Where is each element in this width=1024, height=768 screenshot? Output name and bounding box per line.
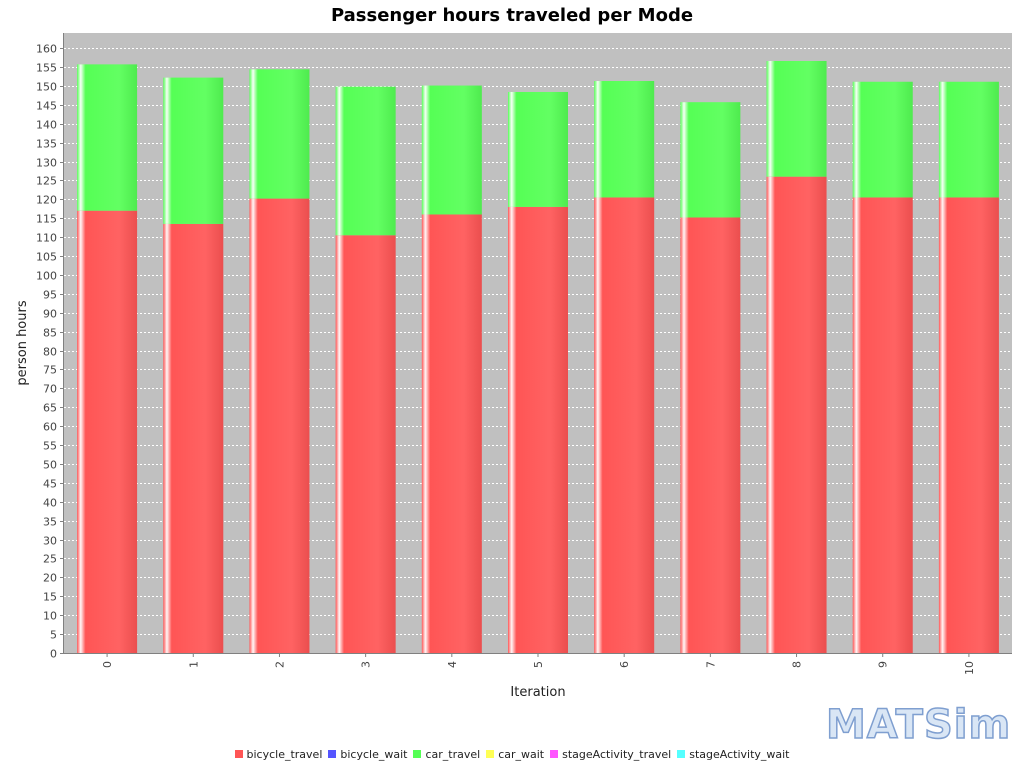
legend-label: stageActivity_wait (689, 748, 790, 761)
y-tick-label: 60 (43, 421, 57, 434)
legend-item: bicycle_travel (234, 748, 323, 761)
chart-title: Passenger hours traveled per Mode (331, 5, 693, 26)
bar-gloss (852, 81, 913, 198)
legend-label: stageActivity_travel (562, 748, 672, 761)
x-tick-label: 5 (532, 661, 545, 668)
bar-gloss (680, 217, 741, 654)
bar-gloss (594, 197, 655, 653)
bar-gloss (938, 197, 999, 653)
legend-label: car_wait (498, 748, 545, 761)
bar-gloss (163, 77, 224, 224)
y-tick-label: 105 (36, 251, 57, 264)
bar-gloss (77, 210, 138, 653)
y-ticks: 0 5 10 15 20 25 30 35 40 45 50 55 60 65 70 75 80 85 90 95 10… (36, 43, 64, 661)
y-tick-label: 20 (43, 572, 57, 585)
x-tick-label: 9 (877, 661, 890, 668)
y-tick-label: 125 (36, 175, 57, 188)
legend-item: stageActivity_travel (550, 748, 671, 761)
y-tick-label: 25 (43, 553, 57, 566)
y-tick-label: 40 (43, 497, 57, 510)
x-tick-label: 8 (791, 661, 804, 668)
bars (77, 60, 999, 654)
legend-swatch (413, 750, 422, 758)
y-tick-label: 145 (36, 100, 57, 113)
bar-gloss (421, 85, 482, 215)
y-tick-label: 135 (36, 138, 57, 151)
y-tick-label: 15 (43, 591, 57, 604)
bar-gloss (335, 86, 396, 236)
y-tick-label: 120 (36, 194, 57, 207)
bar-gloss (594, 81, 655, 198)
y-axis-label: person hours (15, 300, 30, 385)
x-tick-label: 7 (704, 661, 717, 668)
y-tick-label: 100 (36, 270, 57, 283)
x-tick-label: 0 (101, 661, 114, 668)
bar-gloss (938, 81, 999, 198)
y-tick-label: 10 (43, 610, 57, 623)
legend-label: bicycle_wait (340, 748, 408, 761)
y-tick-label: 50 (43, 459, 57, 472)
legend-swatch (486, 750, 495, 758)
y-tick-label: 55 (43, 440, 57, 453)
bar-gloss (508, 206, 568, 653)
bar-gloss (249, 198, 310, 653)
y-tick-label: 45 (43, 478, 57, 491)
legend-swatch (234, 750, 243, 758)
legend-item: car_travel (413, 748, 480, 761)
matsim-logo: MATSim (825, 701, 1012, 749)
bar-gloss (680, 102, 741, 218)
bar-gloss (766, 60, 827, 177)
y-tick-label: 155 (36, 62, 57, 75)
y-tick-label: 110 (36, 232, 57, 245)
y-tick-label: 150 (36, 81, 57, 94)
y-tick-label: 160 (36, 43, 57, 56)
legend-item: stageActivity_wait (677, 748, 790, 761)
y-tick-label: 0 (50, 648, 57, 661)
legend-item: bicycle_wait (328, 748, 407, 761)
legend-swatch (550, 750, 559, 758)
y-tick-label: 65 (43, 402, 57, 415)
x-tick-label: 10 (963, 661, 976, 675)
x-tick-label: 6 (618, 661, 631, 668)
y-tick-label: 80 (43, 346, 57, 359)
x-tick-label: 3 (360, 661, 373, 668)
y-tick-label: 75 (43, 364, 57, 377)
legend-label: bicycle_travel (246, 748, 323, 761)
bar-gloss (249, 69, 310, 199)
bar-gloss (163, 223, 224, 654)
legend: bicycle_travel bicycle_wait car_travel car_… (0, 748, 1024, 761)
y-tick-label: 95 (43, 289, 57, 302)
legend-swatch (328, 750, 337, 758)
y-tick-label: 5 (50, 629, 57, 642)
bar-gloss (335, 235, 396, 653)
y-tick-label: 115 (36, 213, 57, 226)
y-tick-label: 30 (43, 535, 57, 548)
x-ticks: 0 1 2 3 4 5 6 7 8 9 10 (101, 653, 976, 675)
y-tick-label: 90 (43, 308, 57, 321)
x-tick-label: 2 (273, 661, 286, 668)
x-tick-label: 4 (446, 661, 459, 668)
legend-item: car_wait (486, 748, 544, 761)
bar-gloss (852, 197, 913, 653)
bar-gloss (421, 214, 482, 653)
bar-gloss (766, 176, 827, 653)
legend-label: car_travel (425, 748, 481, 761)
legend-swatch (677, 750, 686, 758)
y-tick-label: 70 (43, 383, 57, 396)
y-tick-label: 85 (43, 327, 57, 340)
y-tick-label: 35 (43, 516, 57, 529)
x-axis-label: Iteration (510, 685, 565, 700)
x-tick-label: 1 (187, 661, 200, 668)
bar-gloss (508, 91, 568, 207)
bar-gloss (77, 64, 138, 211)
y-tick-label: 140 (36, 119, 57, 132)
y-tick-label: 130 (36, 157, 57, 170)
